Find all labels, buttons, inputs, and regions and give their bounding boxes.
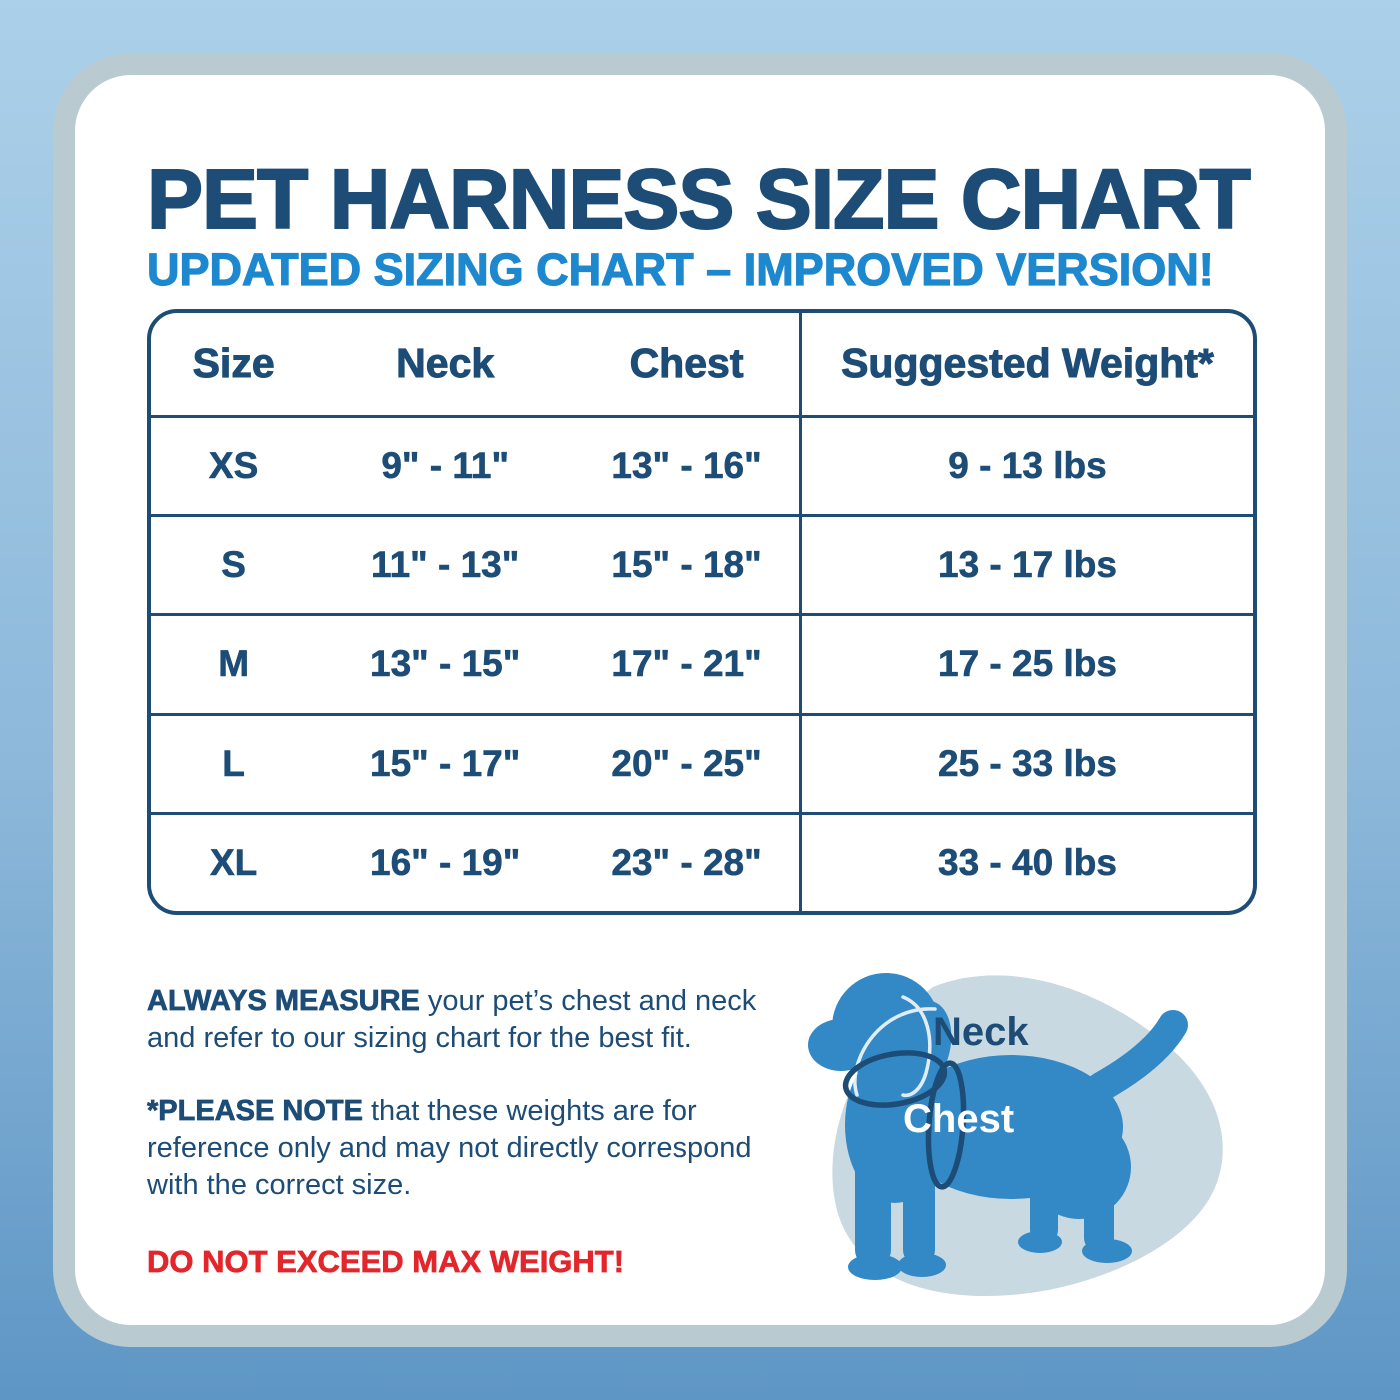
cell-chest: 17" - 21" xyxy=(611,643,762,685)
cell-size: S xyxy=(221,544,246,586)
page-title: PET HARNESS SIZE CHART xyxy=(146,152,1252,246)
measure-note-body: your pet’s chest and neck and refer to o… xyxy=(147,985,757,1054)
row-left-group: S 11" - 13" 15" - 18" xyxy=(151,517,799,613)
header-size: Size xyxy=(192,340,275,387)
measure-note-lead: ALWAYS MEASURE xyxy=(147,985,421,1018)
cell-weight: 13 - 17 lbs xyxy=(798,517,1253,614)
cell-neck: 15" - 17" xyxy=(370,742,521,784)
chest-measure-loop xyxy=(925,1060,967,1190)
cell-weight: 25 - 33 lbs xyxy=(798,715,1253,812)
cell-size: XL xyxy=(209,841,258,884)
table-row-xl: XL 16" - 19" 23" - 28" 33 - 40 lbs xyxy=(151,811,1253,911)
cell-neck: 16" - 19" xyxy=(370,841,521,884)
infographic-card: PET HARNESS SIZE CHART UPDATED SIZING CH… xyxy=(53,53,1347,1347)
table-row-xs: XS 9" - 11" 13" - 16" 9 - 13 lbs xyxy=(151,414,1253,515)
table-row-s: S 11" - 13" 15" - 18" 13 - 17 lbs xyxy=(151,514,1253,614)
cell-chest: 23" - 28" xyxy=(611,841,762,884)
cell-weight: 9 - 13 lbs xyxy=(798,417,1253,515)
dog-diagram-svg: Neck Chest xyxy=(808,973,1223,1296)
cell-size: M xyxy=(218,643,250,685)
size-chart-table: Size Neck Chest Suggested Weight* XS 9" … xyxy=(147,309,1257,915)
dog-measure-diagram: Neck Chest xyxy=(783,945,1253,1317)
header-left-group: Size Neck Chest xyxy=(151,313,799,415)
cell-chest: 15" - 18" xyxy=(611,544,762,586)
header-neck: Neck xyxy=(396,340,495,387)
measure-note: ALWAYS MEASURE your pet’s chest and neck… xyxy=(147,983,767,1057)
notes-section: ALWAYS MEASURE your pet’s chest and neck… xyxy=(147,983,783,1280)
header-suggested-weight: Suggested Weight* xyxy=(798,313,1253,415)
please-note-body: that these weights are for reference onl… xyxy=(147,1095,752,1201)
cell-neck: 9" - 11" xyxy=(381,445,509,487)
cell-chest: 13" - 16" xyxy=(611,445,762,487)
cell-weight: 17 - 25 lbs xyxy=(798,616,1253,713)
page-subtitle: UPDATED SIZING CHART – IMPROVED VERSION! xyxy=(146,244,1214,295)
neck-label: Neck xyxy=(933,1010,1029,1054)
header-chest: Chest xyxy=(629,340,744,387)
cell-chest: 20" - 25" xyxy=(611,742,762,784)
max-weight-warning: DO NOT EXCEED MAX WEIGHT! xyxy=(147,1244,625,1280)
table-row-m: M 13" - 15" 17" - 21" 17 - 25 lbs xyxy=(151,613,1253,713)
chest-label: Chest xyxy=(903,1097,1014,1141)
cell-size: L xyxy=(222,742,245,784)
cell-neck: 11" - 13" xyxy=(371,544,520,586)
please-note: *PLEASE NOTE that these weights are for … xyxy=(147,1093,767,1204)
cell-weight: 33 - 40 lbs xyxy=(798,814,1253,911)
row-left-group: L 15" - 17" 20" - 25" xyxy=(151,716,799,812)
table-row-l: L 15" - 17" 20" - 25" 25 - 33 lbs xyxy=(151,712,1253,812)
bottom-section: ALWAYS MEASURE your pet’s chest and neck… xyxy=(147,945,1253,1317)
row-left-group: M 13" - 15" 17" - 21" xyxy=(151,616,799,712)
row-left-group: XS 9" - 11" 13" - 16" xyxy=(151,418,799,514)
cell-neck: 13" - 15" xyxy=(370,643,521,685)
cell-size: XS xyxy=(208,445,259,487)
dog-detail-lines xyxy=(853,995,937,1098)
please-note-lead: *PLEASE NOTE xyxy=(147,1095,364,1128)
table-header-row: Size Neck Chest Suggested Weight* xyxy=(151,313,1253,415)
row-left-group: XL 16" - 19" 23" - 28" xyxy=(151,815,799,911)
